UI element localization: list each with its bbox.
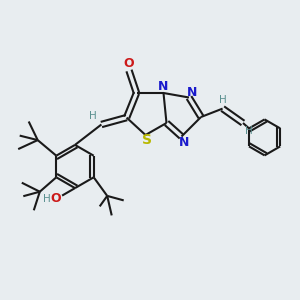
Text: N: N <box>158 80 168 94</box>
Text: H: H <box>88 111 96 121</box>
Text: H: H <box>219 95 226 105</box>
Text: N: N <box>187 85 197 99</box>
Text: S: S <box>142 133 152 146</box>
Text: H: H <box>43 194 51 205</box>
Text: H: H <box>244 125 252 136</box>
Text: N: N <box>179 136 190 149</box>
Text: O: O <box>124 57 134 70</box>
Text: O: O <box>51 192 62 205</box>
